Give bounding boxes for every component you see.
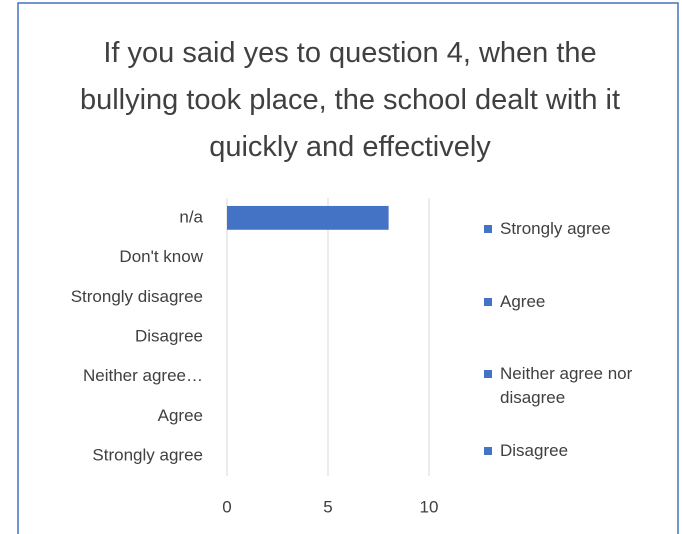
frame — [17, 2, 679, 534]
legend-swatch — [484, 447, 492, 455]
legend-label: Strongly agree — [500, 219, 611, 238]
legend-label: Neither agree nor disagree — [500, 364, 633, 407]
y-tick-label: Strongly disagree — [71, 287, 203, 306]
legend-swatch — [484, 370, 492, 378]
x-tick-label: 0 — [222, 497, 231, 516]
x-tick-label: 5 — [323, 497, 332, 516]
legend-label: Agree — [500, 292, 546, 311]
x-tick-label: 10 — [420, 497, 439, 516]
y-tick-label: n/a — [179, 207, 203, 226]
legend-label: Disagree — [500, 441, 569, 460]
y-tick-label: Don't know — [119, 247, 203, 266]
bar — [227, 205, 389, 230]
legend-swatch — [484, 225, 492, 233]
y-tick-label: Disagree — [135, 326, 203, 345]
chart-title: If you said yes to question 4, when the … — [79, 37, 621, 163]
legend-swatch — [484, 298, 492, 306]
y-tick-label: Neither agree… — [83, 366, 203, 385]
y-tick-label: Strongly agree — [92, 446, 203, 465]
y-tick-label: Agree — [158, 406, 203, 425]
